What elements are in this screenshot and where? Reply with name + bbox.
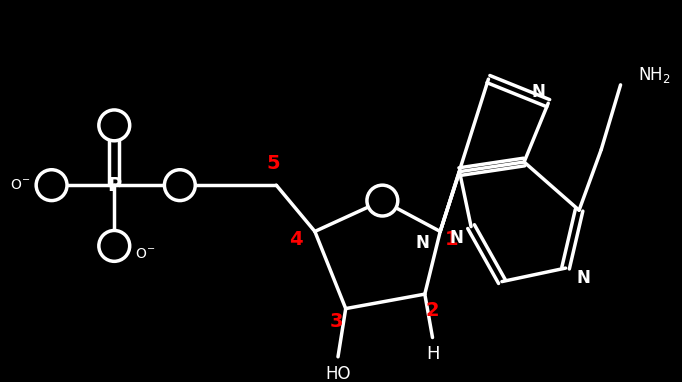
Text: 3: 3: [329, 312, 343, 331]
Text: HO: HO: [325, 365, 351, 382]
Text: N: N: [449, 229, 464, 247]
Text: 4: 4: [288, 230, 302, 249]
Text: NH$_2$: NH$_2$: [638, 65, 670, 85]
Circle shape: [36, 170, 67, 201]
Text: 2: 2: [426, 301, 439, 320]
Circle shape: [367, 185, 398, 216]
Circle shape: [164, 170, 195, 201]
Circle shape: [99, 230, 130, 261]
Circle shape: [99, 110, 130, 141]
Text: P: P: [107, 176, 121, 195]
Text: N: N: [416, 234, 430, 252]
Text: N: N: [576, 269, 590, 287]
Text: N: N: [532, 83, 546, 100]
Text: O$^{-}$: O$^{-}$: [10, 178, 31, 192]
Text: O$^{-}$: O$^{-}$: [136, 247, 155, 261]
Text: 5: 5: [267, 154, 280, 173]
Text: H: H: [426, 345, 439, 363]
Text: 1: 1: [445, 230, 458, 249]
